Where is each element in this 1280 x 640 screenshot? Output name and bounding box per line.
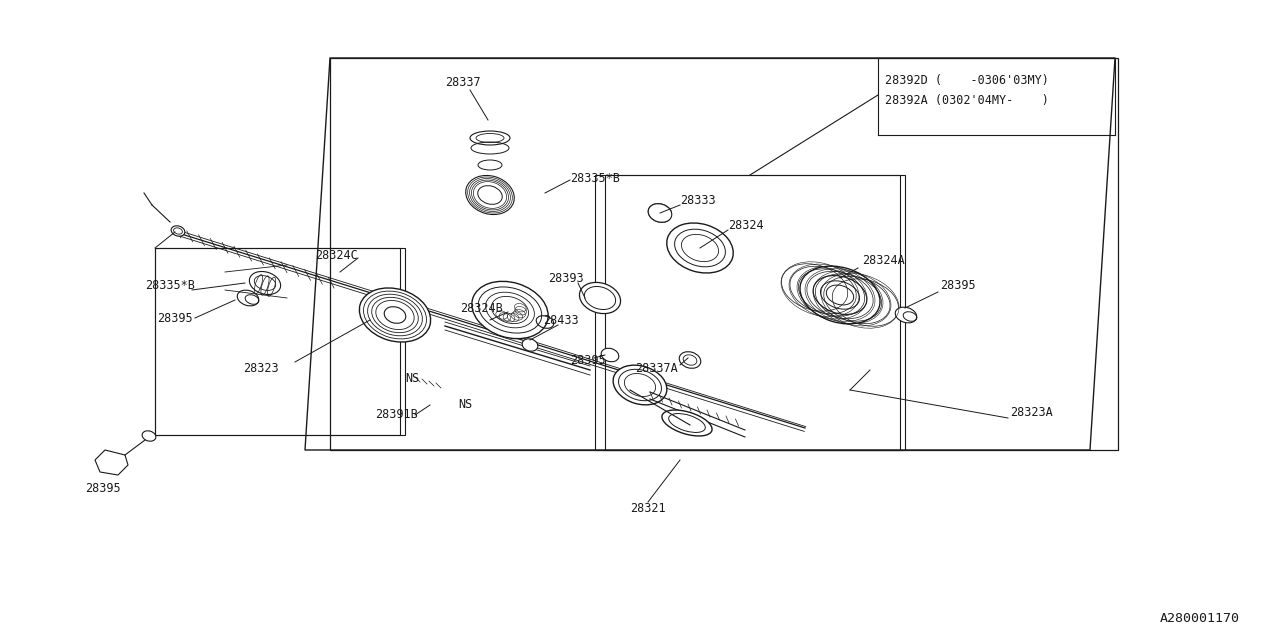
Text: 28324B: 28324B [460,301,503,314]
Ellipse shape [142,431,156,441]
Ellipse shape [472,282,548,339]
Text: 28392D (    -0306'03MY): 28392D ( -0306'03MY) [884,74,1048,86]
Ellipse shape [895,307,916,323]
Text: 28324C: 28324C [315,248,357,262]
Ellipse shape [662,410,712,436]
Ellipse shape [364,291,426,339]
Ellipse shape [800,266,881,324]
Text: 28335*B: 28335*B [145,278,195,291]
Ellipse shape [471,180,508,210]
Ellipse shape [376,300,415,330]
Text: 28391B: 28391B [375,408,417,422]
Ellipse shape [360,288,430,342]
Text: NS: NS [458,399,472,412]
Ellipse shape [648,204,672,222]
Text: 28324A: 28324A [861,253,905,266]
Text: 28433: 28433 [543,314,579,326]
Text: A280001170: A280001170 [1160,611,1240,625]
Polygon shape [95,450,128,475]
Ellipse shape [250,271,280,294]
Ellipse shape [367,294,422,336]
Ellipse shape [466,175,515,214]
Ellipse shape [474,182,507,209]
Ellipse shape [522,339,538,351]
Text: 28337: 28337 [445,76,480,88]
Text: 28321: 28321 [630,502,666,515]
Text: 28323: 28323 [243,362,279,374]
Text: 28323A: 28323A [1010,406,1052,419]
Ellipse shape [237,290,259,306]
Text: 28324: 28324 [728,218,764,232]
Ellipse shape [680,352,700,368]
Ellipse shape [467,177,512,213]
Ellipse shape [477,186,502,204]
Ellipse shape [384,307,406,323]
Text: 28393: 28393 [548,271,584,285]
Text: 28337A: 28337A [635,362,677,374]
Ellipse shape [470,179,511,211]
Ellipse shape [172,226,184,236]
Text: 28333: 28333 [680,193,716,207]
Ellipse shape [613,365,667,405]
Text: NS: NS [404,371,420,385]
Ellipse shape [602,348,618,362]
Text: 28395: 28395 [84,481,120,495]
Text: 28335*B: 28335*B [570,172,620,184]
Text: 28392A (0302'04MY-    ): 28392A (0302'04MY- ) [884,93,1048,106]
Ellipse shape [580,282,621,314]
Text: 28395: 28395 [940,278,975,291]
Text: 28395: 28395 [157,312,192,324]
Ellipse shape [371,298,419,333]
Ellipse shape [667,223,733,273]
Text: 28395: 28395 [570,353,605,367]
